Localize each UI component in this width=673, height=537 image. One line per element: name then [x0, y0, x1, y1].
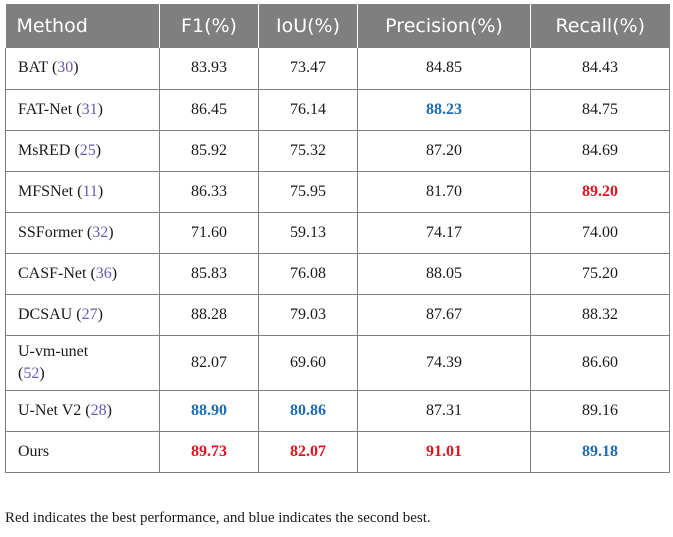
- header-method: Method: [16, 15, 88, 37]
- table-row: FAT-Net (31) 86.45 76.14 88.23 84.75: [5, 89, 670, 131]
- method-name: MsRED: [18, 141, 71, 159]
- recall-cell-second-best: 89.18: [530, 431, 670, 473]
- table-body: BAT (30) 83.93 73.47 84.85 84.43 FAT-Net…: [5, 48, 670, 473]
- method-cell: U-Net V2 (28): [5, 390, 160, 432]
- header-iou: IoU(%): [258, 4, 358, 48]
- method-name: DCSAU: [18, 305, 73, 323]
- table-row: U-Net V2 (28) 88.90 80.86 87.31 89.16: [5, 390, 670, 432]
- precision-cell: 74.17: [357, 212, 531, 254]
- table-row: SSFormer (32) 71.60 59.13 74.17 74.00: [5, 212, 670, 254]
- iou-cell: 76.14: [258, 89, 358, 131]
- method-name: FAT-Net: [18, 100, 73, 118]
- reference-link[interactable]: 52: [23, 364, 40, 382]
- recall-cell-best: 89.20: [530, 171, 670, 213]
- table-row: DCSAU (27) 88.28 79.03 87.67 88.32: [5, 294, 670, 336]
- reference-link[interactable]: 30: [57, 59, 74, 77]
- recall-cell: 84.69: [530, 130, 670, 172]
- table-row: CASF-Net (36) 85.83 76.08 88.05 75.20: [5, 253, 670, 295]
- precision-cell: 88.05: [357, 253, 531, 295]
- method-name: BAT: [18, 59, 48, 77]
- method-cell: DCSAU (27): [5, 294, 160, 336]
- header-f1: F1(%): [159, 4, 259, 48]
- method-cell: MFSNet (11): [5, 171, 160, 213]
- f1-cell: 83.93: [159, 48, 259, 90]
- table-row: U-vm-unet (52) 82.07 69.60 74.39 86.60: [5, 335, 670, 391]
- reference-link[interactable]: 31: [81, 100, 98, 118]
- method-cell: U-vm-unet (52): [5, 335, 160, 391]
- f1-cell-second-best: 88.90: [159, 390, 259, 432]
- reference-link[interactable]: 11: [82, 182, 98, 200]
- iou-cell: 59.13: [258, 212, 358, 254]
- f1-cell: 88.28: [159, 294, 259, 336]
- recall-cell: 84.75: [530, 89, 670, 131]
- table-row: MFSNet (11) 86.33 75.95 81.70 89.20: [5, 171, 670, 213]
- recall-cell: 86.60: [530, 335, 670, 391]
- f1-cell: 85.92: [159, 130, 259, 172]
- precision-cell-second-best: 88.23: [357, 89, 531, 131]
- table-row: BAT (30) 83.93 73.47 84.85 84.43: [5, 48, 670, 90]
- method-cell: CASF-Net (36): [5, 253, 160, 295]
- method-name: Ours: [18, 442, 50, 460]
- recall-cell: 75.20: [530, 253, 670, 295]
- method-cell: BAT (30): [5, 48, 160, 90]
- results-table: Method F1(%) IoU(%) Precision(%) Recall(…: [5, 4, 670, 473]
- reference-link[interactable]: 32: [92, 223, 109, 241]
- iou-cell: 75.95: [258, 171, 358, 213]
- precision-cell: 87.31: [357, 390, 531, 432]
- reference-link[interactable]: 25: [79, 141, 96, 159]
- header-precision: Precision(%): [357, 4, 531, 48]
- iou-cell: 79.03: [258, 294, 358, 336]
- method-name: U-Net V2: [18, 401, 82, 419]
- iou-cell: 75.32: [258, 130, 358, 172]
- iou-cell-best: 82.07: [258, 431, 358, 473]
- f1-cell-best: 89.73: [159, 431, 259, 473]
- method-cell: FAT-Net (31): [5, 89, 160, 131]
- precision-cell: 87.67: [357, 294, 531, 336]
- f1-cell: 86.45: [159, 89, 259, 131]
- header-row: Method F1(%) IoU(%) Precision(%) Recall(…: [5, 4, 670, 48]
- table-row: MsRED (25) 85.92 75.32 87.20 84.69: [5, 130, 670, 172]
- iou-cell: 69.60: [258, 335, 358, 391]
- header-recall: Recall(%): [530, 4, 670, 48]
- reference-link[interactable]: 36: [95, 264, 112, 282]
- method-cell: Ours: [5, 431, 160, 473]
- precision-cell: 74.39: [357, 335, 531, 391]
- method-name: U-vm-unet: [18, 342, 89, 360]
- recall-cell: 74.00: [530, 212, 670, 254]
- iou-cell: 73.47: [258, 48, 358, 90]
- recall-cell: 84.43: [530, 48, 670, 90]
- table-row: Ours 89.73 82.07 91.01 89.18: [5, 431, 670, 473]
- precision-cell: 87.20: [357, 130, 531, 172]
- method-cell: MsRED (25): [5, 130, 160, 172]
- reference-link[interactable]: 27: [81, 305, 98, 323]
- method-cell: SSFormer (32): [5, 212, 160, 254]
- precision-cell-best: 91.01: [357, 431, 531, 473]
- f1-cell: 71.60: [159, 212, 259, 254]
- recall-cell: 89.16: [530, 390, 670, 432]
- iou-cell-second-best: 80.86: [258, 390, 358, 432]
- f1-cell: 82.07: [159, 335, 259, 391]
- precision-cell: 84.85: [357, 48, 531, 90]
- precision-cell: 81.70: [357, 171, 531, 213]
- table-caption: Red indicates the best performance, and …: [5, 510, 431, 526]
- iou-cell: 76.08: [258, 253, 358, 295]
- recall-cell: 88.32: [530, 294, 670, 336]
- f1-cell: 86.33: [159, 171, 259, 213]
- method-name: CASF-Net: [18, 264, 87, 282]
- method-name: MFSNet: [18, 182, 74, 200]
- method-name: SSFormer: [18, 223, 83, 241]
- f1-cell: 85.83: [159, 253, 259, 295]
- reference-link[interactable]: 28: [90, 401, 107, 419]
- table-header: Method F1(%) IoU(%) Precision(%) Recall(…: [5, 4, 670, 48]
